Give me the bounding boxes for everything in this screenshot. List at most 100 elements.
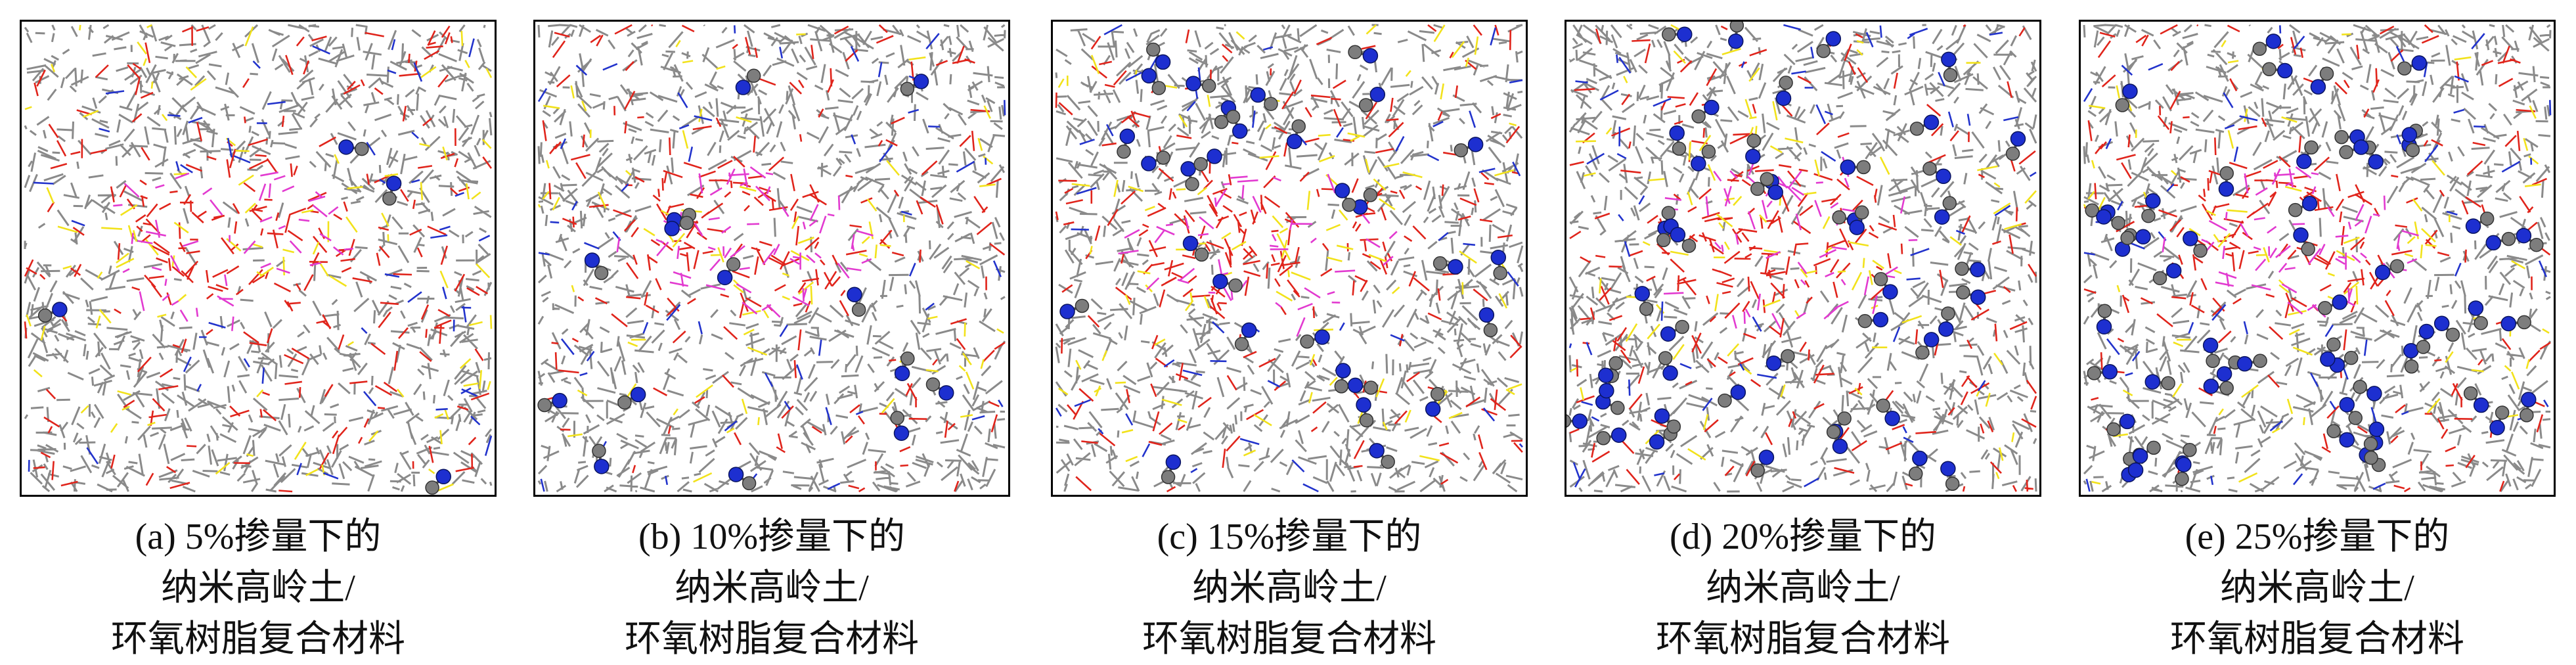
ball: [2406, 143, 2419, 156]
ball: [2219, 182, 2233, 196]
molecule-balls: [2219, 167, 2233, 196]
ball: [2354, 140, 2368, 154]
caption-line: 环氧树脂复合材料: [20, 614, 497, 665]
ball: [1751, 464, 1764, 477]
ball: [1369, 444, 1384, 458]
ball: [2419, 325, 2433, 339]
molecule-balls: [1183, 236, 1208, 261]
ball: [2404, 344, 2418, 358]
ball: [1612, 428, 1626, 442]
ball: [2520, 409, 2533, 422]
ball: [631, 387, 646, 401]
ball: [2416, 340, 2430, 354]
ball: [1166, 455, 1180, 469]
ball: [39, 309, 52, 322]
ball: [743, 476, 756, 490]
ball: [2204, 379, 2218, 394]
molecule-balls: [1335, 183, 1356, 212]
ball: [538, 398, 551, 411]
molecule-balls: [1369, 444, 1394, 469]
ball: [894, 426, 908, 440]
bonds: [29, 39, 491, 479]
bonds: [25, 25, 491, 492]
ball: [1235, 338, 1249, 351]
molecule-balls: [1957, 286, 1986, 304]
ball: [1434, 257, 1447, 270]
caption-line: 纳米高岭土/: [2079, 562, 2556, 614]
ball: [747, 69, 761, 82]
ball: [2129, 463, 2143, 477]
ball: [2530, 239, 2543, 252]
ball: [2177, 457, 2191, 472]
caption-line: 环氧树脂复合材料: [1565, 614, 2041, 665]
molecule-balls: [1213, 274, 1242, 292]
molecule-balls: [718, 258, 740, 285]
ball: [2204, 338, 2218, 353]
ball: [1356, 398, 1371, 412]
caption-line: 纳米高岭土/: [1051, 562, 1528, 614]
panel: (c) 15%掺量下的纳米高岭土/环氧树脂复合材料: [1051, 20, 1528, 665]
ball: [1203, 80, 1216, 93]
ball: [1691, 156, 1706, 171]
ball: [2468, 301, 2483, 315]
ball: [1676, 320, 1689, 333]
ball: [1370, 87, 1385, 102]
molecule-balls: [1454, 137, 1482, 157]
ball: [914, 74, 928, 89]
molecule-balls: [2376, 260, 2404, 279]
ball: [2368, 154, 2383, 169]
ball: [2183, 444, 2196, 457]
ball: [1883, 285, 1898, 299]
ball: [1360, 414, 1373, 427]
ball: [1335, 380, 1348, 393]
ball: [1916, 346, 1929, 359]
molecule-balls: [895, 352, 914, 381]
ball: [2321, 352, 2335, 366]
ball: [1364, 381, 1377, 394]
ball: [1876, 399, 1890, 412]
ball: [2311, 80, 2325, 94]
ball: [2133, 449, 2148, 463]
ball: [1181, 162, 1195, 176]
ball: [1840, 160, 1855, 174]
ball: [1348, 378, 1363, 392]
ball: [1640, 302, 1653, 315]
ball: [2521, 392, 2536, 407]
ball: [2098, 304, 2111, 317]
ball: [1924, 115, 1938, 129]
ball: [2154, 271, 2167, 285]
ball: [1611, 401, 1624, 415]
ball: [2332, 295, 2347, 310]
ball: [2435, 316, 2449, 331]
ball: [1781, 350, 1794, 363]
ball: [1348, 45, 1362, 58]
ball: [2087, 367, 2100, 380]
ball: [53, 302, 67, 317]
ball: [1913, 451, 1927, 466]
ball: [1162, 470, 1175, 484]
ball: [2305, 141, 2318, 154]
ball: [2412, 56, 2426, 70]
ball: [2365, 438, 2378, 451]
ball: [2391, 260, 2404, 273]
ball: [1909, 467, 1922, 480]
ball: [2146, 194, 2160, 208]
ball: [2327, 424, 2340, 438]
ball: [1229, 279, 1242, 292]
ball: [1875, 273, 1888, 286]
ball: [1315, 330, 1329, 344]
ball: [1718, 394, 1731, 407]
ball: [1941, 461, 1955, 476]
ball: [1426, 402, 1440, 417]
ball: [2319, 302, 2332, 315]
ball: [1060, 304, 1075, 319]
molecule-balls: [926, 378, 953, 400]
ball: [2367, 386, 2382, 401]
molecule-balls: [736, 69, 760, 95]
caption: (a) 5%掺量下的纳米高岭土/环氧树脂复合材料: [20, 511, 497, 665]
ball: [1479, 308, 1494, 322]
caption-line: 纳米高岭土/: [20, 562, 497, 614]
ball: [592, 444, 606, 457]
ball: [939, 386, 954, 400]
ball: [2097, 210, 2111, 224]
